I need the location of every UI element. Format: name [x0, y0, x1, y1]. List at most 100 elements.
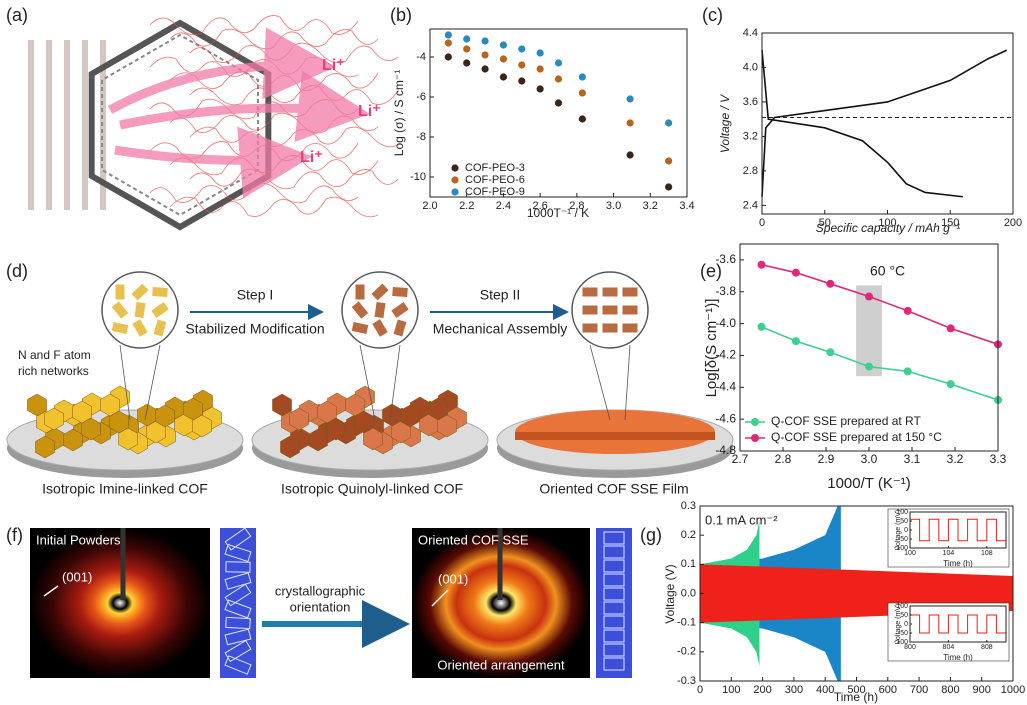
x-tick-label: 800 [904, 644, 916, 651]
legend-label: Q-COF SSE prepared at RT [771, 414, 922, 428]
y-tick-label: -4 [416, 51, 426, 63]
step-label: Step II [480, 287, 520, 303]
y-tick-label: -100 [894, 545, 908, 552]
x-tick-label: 804 [943, 644, 955, 651]
point [536, 49, 544, 57]
x-tick-label: 150 [941, 217, 959, 229]
stacked-layers [149, 300, 171, 320]
x-tick-label: 2.6 [532, 200, 547, 212]
point [444, 53, 452, 61]
x-tick-label: 3.0 [606, 200, 621, 212]
y-tick-label: -4.4 [715, 379, 736, 393]
stage-caption: Isotropic Quinolyl-linked COF [281, 481, 463, 497]
line [910, 518, 1006, 542]
point [626, 151, 634, 159]
y-tick-label: 0.0 [681, 587, 696, 599]
y-tick-label: -0.3 [677, 675, 696, 687]
y-tick-label: -8 [416, 131, 426, 143]
y-tick-label: 2.4 [743, 199, 758, 211]
point [578, 115, 586, 123]
marker [826, 279, 835, 288]
point [578, 73, 586, 81]
point [481, 65, 489, 73]
crystal [155, 404, 175, 428]
stage-caption: Oriented COF SSE Film [539, 481, 688, 497]
layer-glyph [603, 601, 625, 615]
zoom-line [144, 344, 161, 421]
stage-caption: Isotropic Imine-linked COF [42, 481, 208, 497]
panel-label: (f) [6, 525, 23, 545]
x-tick-label: 200 [753, 684, 771, 696]
point [444, 31, 452, 39]
x-tick-label: 2.9 [818, 452, 835, 466]
stacked-layers [130, 317, 150, 339]
y-tick-label: 0.2 [681, 529, 696, 541]
x-tick-label: 0 [697, 684, 703, 696]
point [626, 95, 634, 103]
zoom-line [119, 344, 131, 421]
marker [946, 380, 955, 389]
zoom-line [359, 344, 376, 421]
x-tick-label: 3.3 [990, 452, 1007, 466]
x-tick-label: 500 [847, 684, 865, 696]
stacked-layers [350, 320, 370, 336]
crystal [81, 417, 101, 441]
x-tick-label: 2.8 [775, 452, 792, 466]
point [481, 37, 489, 45]
stacked-layers [621, 304, 639, 316]
peak-pointer [431, 589, 449, 607]
point [499, 73, 508, 81]
stacked-layers [114, 283, 126, 301]
crystal [400, 404, 420, 428]
layer-glyph [224, 628, 252, 646]
annotation: 60 °C [870, 263, 905, 279]
chart: 800 804 808 100 50 0 -50 -100 Time (h) Voltage (m… [887, 602, 1010, 662]
chart: 0 50 100 150 200 2.4 2.8 3.2 3.6 4.0 4.4 Specific c… [718, 27, 1022, 235]
x-axis-label: 1000T⁻¹ / K [527, 206, 589, 220]
layer-glyph [603, 559, 625, 573]
point [463, 35, 471, 43]
stacked-layers [354, 283, 366, 301]
legend-swatch [451, 188, 459, 196]
x-axis-label: Time (h) [943, 559, 973, 568]
y-tick-label: 0.3 [681, 500, 696, 512]
chart: 2.7 2.8 2.9 3.0 3.1 3.2 3.3 -3.6 -3.8 -4.0 -4.2 -4.… [703, 243, 1007, 492]
point [554, 59, 563, 67]
point [444, 39, 452, 47]
x-tick-label: 108 [981, 550, 993, 557]
ion-arrow [107, 27, 336, 114]
y-tick-label: 4.0 [743, 61, 758, 73]
stacked-layers [391, 285, 409, 299]
y-tick-label: -4.0 [715, 316, 736, 330]
panel-label: (e) [700, 261, 722, 281]
x-tick-label: 0 [759, 217, 765, 229]
stacked-layers [621, 286, 639, 298]
frame [699, 505, 1014, 682]
marker [791, 268, 800, 277]
legend-swatch [751, 434, 759, 442]
orientation-strip [220, 528, 256, 678]
stacked-layers [151, 285, 169, 299]
point [536, 85, 544, 93]
frame [429, 28, 688, 198]
legend-label: COF-PEO-9 [465, 186, 525, 198]
stacked-layers [373, 300, 387, 320]
point [463, 45, 471, 53]
orientation-strip [596, 528, 632, 678]
y-tick-label: 4.4 [743, 27, 758, 39]
x-axis-label: 1000/T (K⁻¹) [827, 475, 911, 492]
plot-area [910, 614, 1006, 634]
x-tick-label: 104 [943, 550, 955, 557]
y-axis-label: Voltage (mV) [895, 510, 902, 550]
layer-glyph [603, 573, 625, 587]
point [665, 183, 673, 191]
xrd-image [30, 528, 210, 678]
marker [865, 292, 873, 301]
zoom-line [589, 344, 611, 421]
y-axis-label: Log (σ) / S cm⁻¹ [392, 70, 406, 156]
y-tick-label: 50 [900, 612, 908, 619]
marker [826, 348, 835, 357]
y-tick-label: 100 [896, 509, 908, 516]
arrow-label: orientation [290, 599, 351, 614]
x-tick-label: 600 [879, 684, 897, 696]
